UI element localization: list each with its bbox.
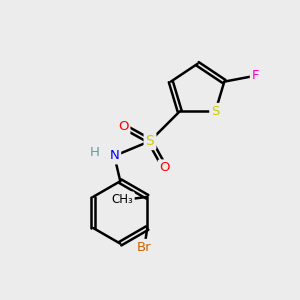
Text: CH₃: CH₃ [111, 193, 133, 206]
Text: S: S [146, 134, 154, 148]
Text: N: N [110, 149, 119, 162]
Text: F: F [252, 69, 259, 82]
Text: O: O [160, 161, 170, 174]
Text: Br: Br [137, 241, 152, 254]
Text: H: H [90, 146, 100, 160]
Text: S: S [211, 105, 220, 118]
Text: O: O [118, 120, 128, 133]
